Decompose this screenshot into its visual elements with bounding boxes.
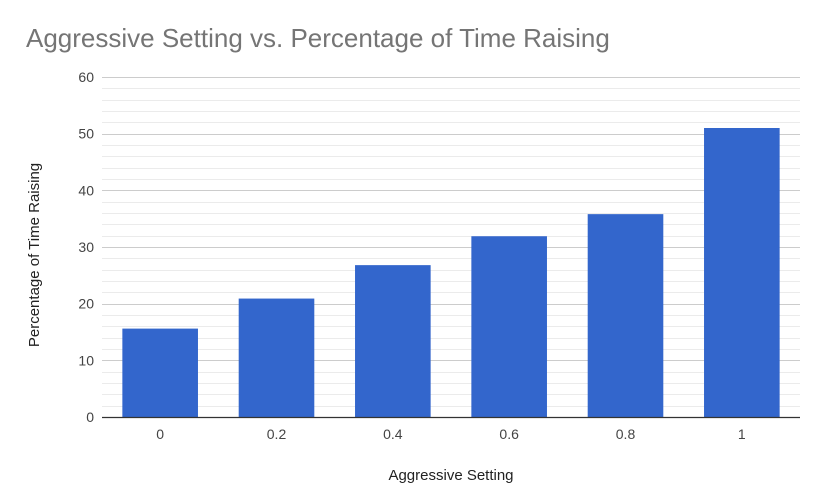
x-axis-ticks: 0 0.2 0.4 0.6 0.8 1	[156, 426, 746, 442]
x-tick-label: 0.2	[267, 426, 287, 442]
x-tick-label: 0.6	[499, 426, 519, 442]
y-tick-label: 50	[78, 126, 94, 142]
bar-0.4	[355, 265, 431, 417]
y-tick-label: 10	[78, 352, 94, 368]
y-tick-label: 40	[78, 182, 94, 198]
chart-title: Aggressive Setting vs. Percentage of Tim…	[26, 23, 610, 53]
gridlines	[102, 77, 800, 407]
x-tick-label: 0.8	[616, 426, 636, 442]
bar-0	[122, 328, 198, 417]
y-tick-label: 30	[78, 239, 94, 255]
bar-0.6	[471, 236, 547, 417]
x-tick-label: 0	[156, 426, 164, 442]
bar-1	[704, 128, 780, 417]
x-tick-label: 0.4	[383, 426, 403, 442]
y-axis-title: Percentage of Time Raising	[26, 163, 43, 347]
y-tick-label: 60	[78, 69, 94, 85]
bar-0.8	[587, 214, 664, 417]
x-tick-label: 1	[738, 426, 746, 442]
x-axis-title: Aggressive Setting	[388, 467, 513, 484]
y-tick-label: 0	[86, 409, 94, 425]
bars	[122, 128, 780, 417]
y-tick-label: 20	[78, 296, 94, 312]
y-axis-ticks: 0 10 20 30 40 50 60	[78, 69, 94, 425]
bar-0.2	[238, 298, 315, 417]
